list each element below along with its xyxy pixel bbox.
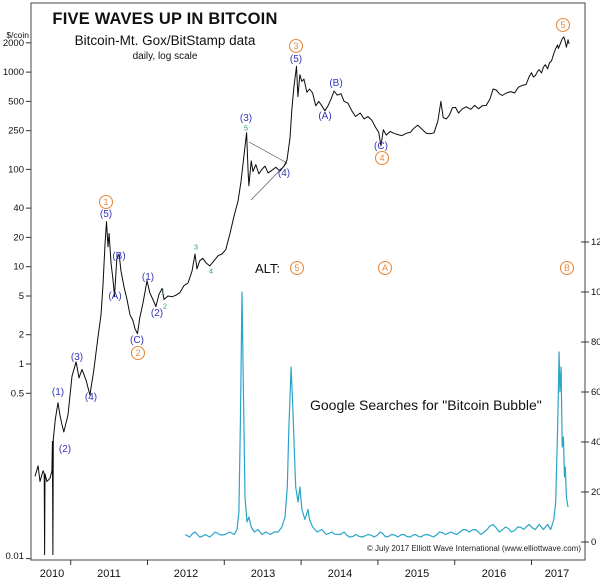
minor-wave-label: 5 <box>244 124 248 133</box>
svg-text:100: 100 <box>8 164 24 175</box>
svg-text:40: 40 <box>591 437 600 448</box>
svg-text:60: 60 <box>591 387 600 398</box>
svg-text:3: 3 <box>293 41 298 51</box>
svg-text:5: 5 <box>560 20 565 30</box>
minor-wave-label: 3 <box>194 243 198 252</box>
subwave-label: (5) <box>100 209 112 220</box>
google-searches-line <box>184 291 569 538</box>
google-searches-label: Google Searches for "Bitcoin Bubble" <box>310 397 542 413</box>
svg-text:5: 5 <box>294 263 299 273</box>
svg-text:2014: 2014 <box>328 568 352 580</box>
bitcoin-price-line <box>34 36 570 556</box>
circled-wave-label <box>130 345 146 361</box>
circled-wave-label <box>559 260 575 276</box>
svg-text:10: 10 <box>13 262 24 273</box>
subwave-label: (1) <box>142 272 154 283</box>
circled-wave-label <box>289 260 305 276</box>
svg-text:1: 1 <box>19 359 24 370</box>
svg-text:0: 0 <box>591 537 596 548</box>
svg-text:5: 5 <box>19 291 24 302</box>
subwave-label: (4) <box>85 392 97 403</box>
x-axis: 2010 2011 2012 2013 2014 2015 2016 2017 <box>40 560 569 580</box>
circled-wave-label <box>98 194 114 210</box>
subwave-label: (C) <box>130 335 144 346</box>
chart-subtitle: Bitcoin-Mt. Gox/BitStamp data <box>74 33 256 48</box>
subwave-label: (A) <box>108 291 121 302</box>
subwave-label: (B) <box>329 78 342 89</box>
subwave-label: (4) <box>278 168 290 179</box>
subwave-label: (3) <box>240 113 252 124</box>
minor-wave-label: 2 <box>163 302 167 311</box>
svg-text:0.5: 0.5 <box>11 388 24 399</box>
circled-wave-label <box>555 17 571 33</box>
subwave-label: (B) <box>112 251 125 262</box>
left-axis: 2000 1000 500 250 100 40 20 10 5 2 1 0.5 0.01 <box>3 38 31 562</box>
svg-text:2016: 2016 <box>482 568 506 580</box>
svg-text:2010: 2010 <box>40 568 64 580</box>
minor-wave-label: 4 <box>209 267 213 276</box>
svg-text:2000: 2000 <box>3 38 24 49</box>
right-axis: 120 100 80 60 40 20 0 <box>581 237 600 548</box>
svg-text:500: 500 <box>8 96 24 107</box>
svg-text:B: B <box>564 263 570 273</box>
svg-text:20: 20 <box>591 487 600 498</box>
svg-text:40: 40 <box>13 203 24 214</box>
svg-text:80: 80 <box>591 337 600 348</box>
subwave-label: (3) <box>71 352 83 363</box>
svg-text:20: 20 <box>13 232 24 243</box>
svg-text:2011: 2011 <box>97 568 121 580</box>
svg-text:100: 100 <box>591 287 600 298</box>
minor-wave-label: 1 <box>161 288 165 297</box>
svg-text:250: 250 <box>8 126 24 137</box>
svg-text:2012: 2012 <box>174 568 198 580</box>
svg-text:2: 2 <box>135 348 140 358</box>
svg-text:2: 2 <box>19 330 24 341</box>
subwave-label: (A) <box>318 111 331 122</box>
svg-text:1000: 1000 <box>3 67 24 78</box>
plot-frame <box>30 2 586 561</box>
circled-wave-label <box>288 38 304 54</box>
circled-wave-label <box>374 150 390 166</box>
alt-count-label: ALT: <box>255 261 281 276</box>
subwave-label: (2) <box>151 308 163 319</box>
subwave-label: (2) <box>59 444 71 455</box>
svg-text:1: 1 <box>103 197 108 207</box>
svg-text:2015: 2015 <box>405 568 429 580</box>
chart-scale-note: daily, log scale <box>132 51 198 62</box>
svg-text:0.01: 0.01 <box>6 551 25 562</box>
subwave-label: (1) <box>52 387 64 398</box>
subwave-label: (C) <box>374 141 388 152</box>
svg-text:120: 120 <box>591 237 600 248</box>
svg-text:2017: 2017 <box>545 568 569 580</box>
wave-annotations: 1 2 3 4 5 5 A B (1) (2) (3) (4) (5) (A) (B) (C) (1) (2) (3… <box>52 17 575 455</box>
copyright-notice: © July 2017 Elliott Wave International (… <box>366 544 581 553</box>
chart-title: FIVE WAVES UP IN BITCOIN <box>52 10 278 28</box>
svg-text:A: A <box>382 263 388 273</box>
subwave-label: (5) <box>290 54 302 65</box>
svg-text:2013: 2013 <box>251 568 275 580</box>
circled-wave-label <box>377 260 393 276</box>
left-axis-unit-label: $/coin <box>6 30 29 40</box>
svg-text:4: 4 <box>379 153 384 163</box>
